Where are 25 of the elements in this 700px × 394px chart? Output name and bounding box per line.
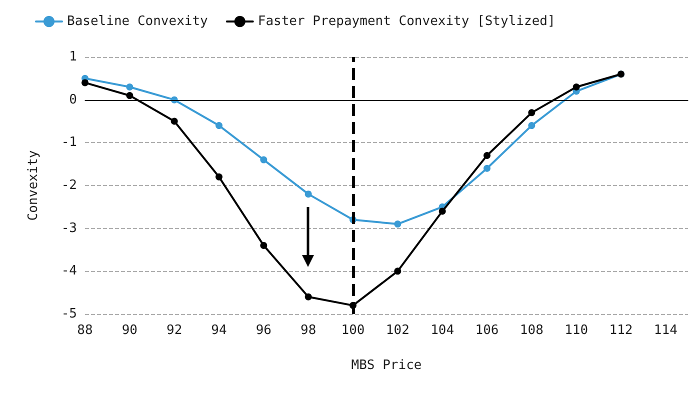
x-tick-label: 108 (520, 323, 544, 338)
x-tick-label: 102 (386, 323, 410, 338)
x-tick-label: 88 (77, 323, 93, 338)
y-tick-label: -4 (61, 264, 78, 279)
x-tick-label: 98 (300, 323, 316, 338)
x-tick-label: 104 (430, 323, 454, 338)
x-tick-label: 90 (122, 323, 138, 338)
y-tick-label: -2 (61, 178, 77, 193)
y-tick-label: -3 (61, 220, 77, 236)
x-tick-label: 100 (341, 323, 365, 338)
x-tick-label: 94 (211, 323, 227, 338)
x-axis-title: MBS Price (351, 358, 422, 373)
x-tick-label: 106 (475, 323, 499, 338)
y-tick-label: 1 (69, 50, 77, 64)
y-axis-title: Convexity (26, 150, 41, 221)
x-tick-label: 112 (609, 323, 633, 338)
y-tick-label: -5 (61, 306, 77, 322)
x-tick-label: 92 (166, 323, 182, 338)
x-tick-label: 114 (654, 323, 678, 338)
x-tick-label: 96 (256, 323, 272, 338)
x-tick-label: 110 (564, 323, 588, 338)
legend-label: Faster Prepayment Convexity [Stylized] (258, 14, 556, 29)
legend-label: Baseline Convexity (67, 14, 208, 29)
y-tick-label: 0 (69, 92, 77, 108)
y-tick-label: -1 (61, 135, 77, 150)
